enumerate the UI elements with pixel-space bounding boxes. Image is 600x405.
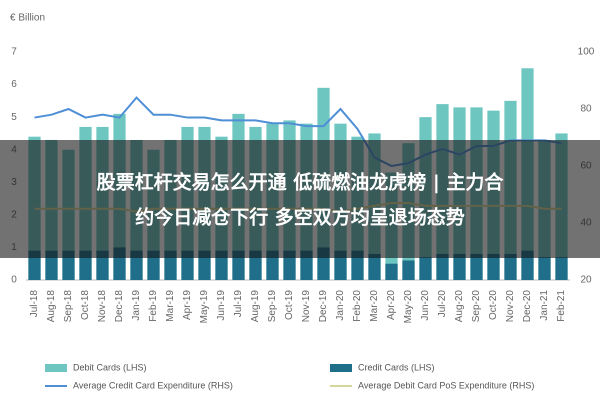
x-tick-label: Feb-19	[148, 290, 159, 322]
x-tick-label: Dec-19	[318, 290, 329, 323]
x-tick-label: Apr-19	[182, 290, 193, 320]
bar	[215, 250, 228, 280]
x-tick-label: Dec-18	[114, 290, 125, 323]
y-axis-label: € Billion	[10, 13, 45, 24]
bar	[538, 257, 551, 280]
bar	[198, 250, 211, 280]
bar	[232, 250, 245, 280]
overlay-title: 约今日减仓下行 多空双方均呈退场态势	[135, 206, 465, 229]
x-tick-label: Sep-19	[267, 290, 278, 323]
x-tick-label: Jan-20	[335, 290, 346, 321]
x-tick-label: Apr-20	[386, 290, 397, 320]
x-tick-label: Jan-21	[539, 290, 550, 321]
bar	[283, 250, 296, 280]
y-tick-label: 5	[11, 112, 17, 123]
x-tick-label: Oct-19	[284, 290, 295, 320]
bar	[453, 253, 466, 280]
bar	[96, 250, 109, 280]
bar	[504, 253, 517, 280]
x-tick-label: Dec-20	[522, 290, 533, 323]
overlay-title: 股票杠杆交易怎么开通 低硫燃油龙虎榜 | 主力合	[97, 171, 505, 194]
bar	[147, 250, 160, 280]
bar	[368, 253, 381, 280]
bar	[266, 250, 279, 280]
y2-tick-label: 100	[578, 47, 595, 58]
bar	[62, 250, 75, 280]
x-tick-label: Nov-18	[97, 290, 108, 323]
bar	[28, 250, 41, 280]
bar	[130, 250, 143, 280]
x-tick-label: Jun-20	[420, 290, 431, 321]
x-tick-label: Mar-19	[165, 290, 176, 322]
x-tick-label: May-20	[403, 290, 414, 324]
y-tick-label: 0	[11, 275, 17, 286]
x-tick-label: Aug-18	[46, 290, 57, 323]
x-tick-label: May-19	[199, 290, 210, 324]
bar	[351, 250, 364, 280]
x-tick-label: Oct-18	[80, 290, 91, 320]
x-tick-label: Mar-20	[369, 290, 380, 322]
x-tick-label: Jun-19	[216, 290, 227, 321]
x-tick-label: Aug-20	[454, 290, 465, 323]
bar	[385, 263, 398, 280]
y2-tick-label: 80	[580, 104, 592, 115]
overlay-banner	[0, 140, 600, 258]
bar	[419, 257, 432, 280]
bar	[334, 250, 347, 280]
x-tick-label: Jul-20	[437, 290, 448, 318]
y2-tick-label: 20	[580, 275, 592, 286]
bar	[300, 250, 313, 280]
bar	[521, 250, 534, 280]
legend-swatch	[330, 364, 352, 372]
bar	[79, 250, 92, 280]
y-tick-label: 6	[11, 79, 17, 90]
x-tick-label: Feb-20	[352, 290, 363, 322]
bar	[470, 253, 483, 280]
bar	[181, 250, 194, 280]
bar	[249, 250, 262, 280]
x-tick-label: Jan-19	[131, 290, 142, 321]
x-tick-label: Oct-20	[488, 290, 499, 320]
x-tick-label: Jul-18	[29, 290, 40, 318]
y-tick-label: 7	[11, 47, 17, 58]
x-tick-label: Nov-20	[505, 290, 516, 323]
bar	[45, 250, 58, 280]
bar	[555, 257, 568, 280]
legend-label: Credit Cards (LHS)	[358, 362, 435, 372]
legend-label: Average Debit Card PoS Expenditure (RHS)	[358, 380, 534, 390]
legend-label: Average Credit Card Expenditure (RHS)	[73, 380, 233, 390]
legend-swatch	[45, 364, 67, 372]
x-tick-label: Feb-21	[556, 290, 567, 322]
x-tick-label: Sep-20	[471, 290, 482, 323]
bar	[436, 253, 449, 280]
x-tick-label: Jul-19	[233, 290, 244, 318]
x-tick-label: Aug-19	[250, 290, 261, 323]
x-tick-label: Sep-18	[63, 290, 74, 323]
bar	[487, 253, 500, 280]
bar	[402, 260, 415, 280]
x-tick-label: Nov-19	[301, 290, 312, 323]
legend-label: Debit Cards (LHS)	[73, 362, 147, 372]
bar	[164, 250, 177, 280]
